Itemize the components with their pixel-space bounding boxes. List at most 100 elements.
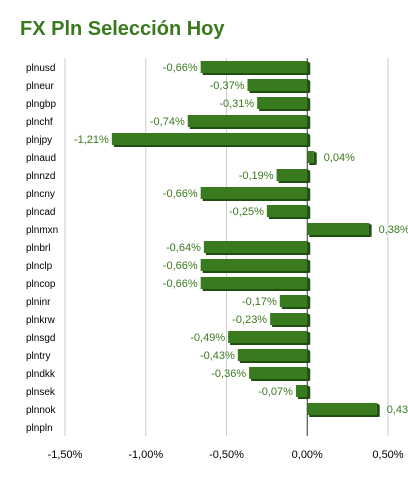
bar (257, 97, 308, 109)
data-label: -0,66% (163, 188, 198, 200)
category-label: plnbrl (26, 243, 50, 254)
category-label: plnmxn (26, 225, 58, 236)
data-label: -0,07% (258, 386, 293, 398)
x-tick-label: 0,00% (292, 449, 323, 461)
bar-bottom (297, 397, 310, 399)
bar-side (307, 169, 311, 183)
bar (203, 241, 308, 253)
bar-side (307, 385, 311, 399)
bar-side (307, 115, 311, 129)
bar-bottom (202, 199, 310, 201)
bar-side (307, 349, 311, 363)
bar (279, 295, 308, 307)
bar-side (307, 313, 311, 327)
bar-bottom (309, 415, 379, 417)
bar (276, 169, 308, 181)
data-label: -0,64% (166, 242, 201, 254)
bar-bottom (189, 127, 310, 129)
category-label: plntry (26, 351, 50, 362)
bar-bottom (278, 181, 310, 183)
data-label: -0,25% (229, 206, 264, 218)
bar-bottom (272, 325, 310, 327)
category-label: plnclp (26, 261, 53, 272)
bar-side (307, 61, 311, 75)
x-tick-label: -1,50% (48, 449, 83, 461)
category-label: plnaud (26, 153, 56, 164)
bar (249, 367, 308, 379)
data-label: -0,17% (242, 296, 277, 308)
bar-side (307, 277, 311, 291)
category-label: plninr (26, 297, 51, 308)
bar-bottom (202, 73, 310, 75)
bar-side (307, 259, 311, 273)
bar (200, 277, 308, 289)
bar (187, 115, 308, 127)
data-label: -0,66% (163, 260, 198, 272)
bar (237, 349, 308, 361)
data-label: -0,31% (219, 98, 254, 110)
data-label: -0,19% (239, 170, 274, 182)
data-label: 0,43 (387, 404, 408, 416)
bar-bottom (251, 379, 310, 381)
category-label: plnjpy (26, 135, 52, 146)
bar-side (307, 205, 311, 219)
x-tick-label: -0,50% (209, 449, 244, 461)
bar (270, 313, 308, 325)
bar (307, 403, 377, 415)
bar-bottom (259, 109, 310, 111)
category-label: plncad (26, 207, 55, 218)
category-label: plnsek (26, 387, 56, 398)
data-label: 0,38% (379, 224, 408, 236)
bar-side (307, 367, 311, 381)
data-label: -0,74% (150, 116, 185, 128)
category-label: plncny (26, 189, 55, 200)
data-label: 0,04% (324, 152, 355, 164)
bar-side (307, 97, 311, 111)
bar (247, 79, 308, 91)
bar-bottom (113, 145, 310, 147)
category-label: plndkk (26, 369, 56, 380)
bar-bottom (268, 217, 310, 219)
bar (200, 61, 308, 73)
bar-bottom (202, 289, 310, 291)
bar-side (307, 187, 311, 201)
bar-bottom (205, 253, 310, 255)
bar (307, 223, 369, 235)
data-label: -0,43% (200, 350, 235, 362)
bar-side (376, 403, 380, 417)
bar-bottom (249, 91, 310, 93)
bar (111, 133, 308, 145)
bar-side (307, 241, 311, 255)
category-label: plngbp (26, 99, 56, 110)
category-label: plnsgd (26, 333, 55, 344)
bar (266, 205, 308, 217)
data-label: -0,37% (210, 80, 245, 92)
data-label: -0,66% (163, 62, 198, 74)
bar-bottom (309, 235, 371, 237)
bar-bottom (239, 361, 310, 363)
bar-side (368, 223, 372, 237)
bar-bottom (202, 271, 310, 273)
category-label: plnkrw (26, 315, 56, 326)
category-label: plnchf (26, 117, 53, 128)
bar (228, 331, 308, 343)
bar-side (307, 133, 311, 147)
bar-bottom (309, 163, 316, 165)
bar-side (307, 331, 311, 345)
bar (200, 259, 308, 271)
x-tick-label: 0,50% (372, 449, 403, 461)
data-label: -0,36% (211, 368, 246, 380)
data-label: -0,49% (190, 332, 225, 344)
x-tick-label: -1,00% (128, 449, 163, 461)
category-label: plneur (26, 81, 54, 92)
category-label: plncop (26, 279, 56, 290)
bar-side (307, 79, 311, 93)
category-label: plnnzd (26, 171, 55, 182)
bar-bottom (281, 307, 310, 309)
bar-bottom (230, 343, 310, 345)
category-label: plnpln (26, 423, 53, 434)
chart-title: FX Pln Selección Hoy (20, 18, 225, 40)
data-label: -0,66% (163, 278, 198, 290)
category-label: plnnok (26, 405, 56, 416)
